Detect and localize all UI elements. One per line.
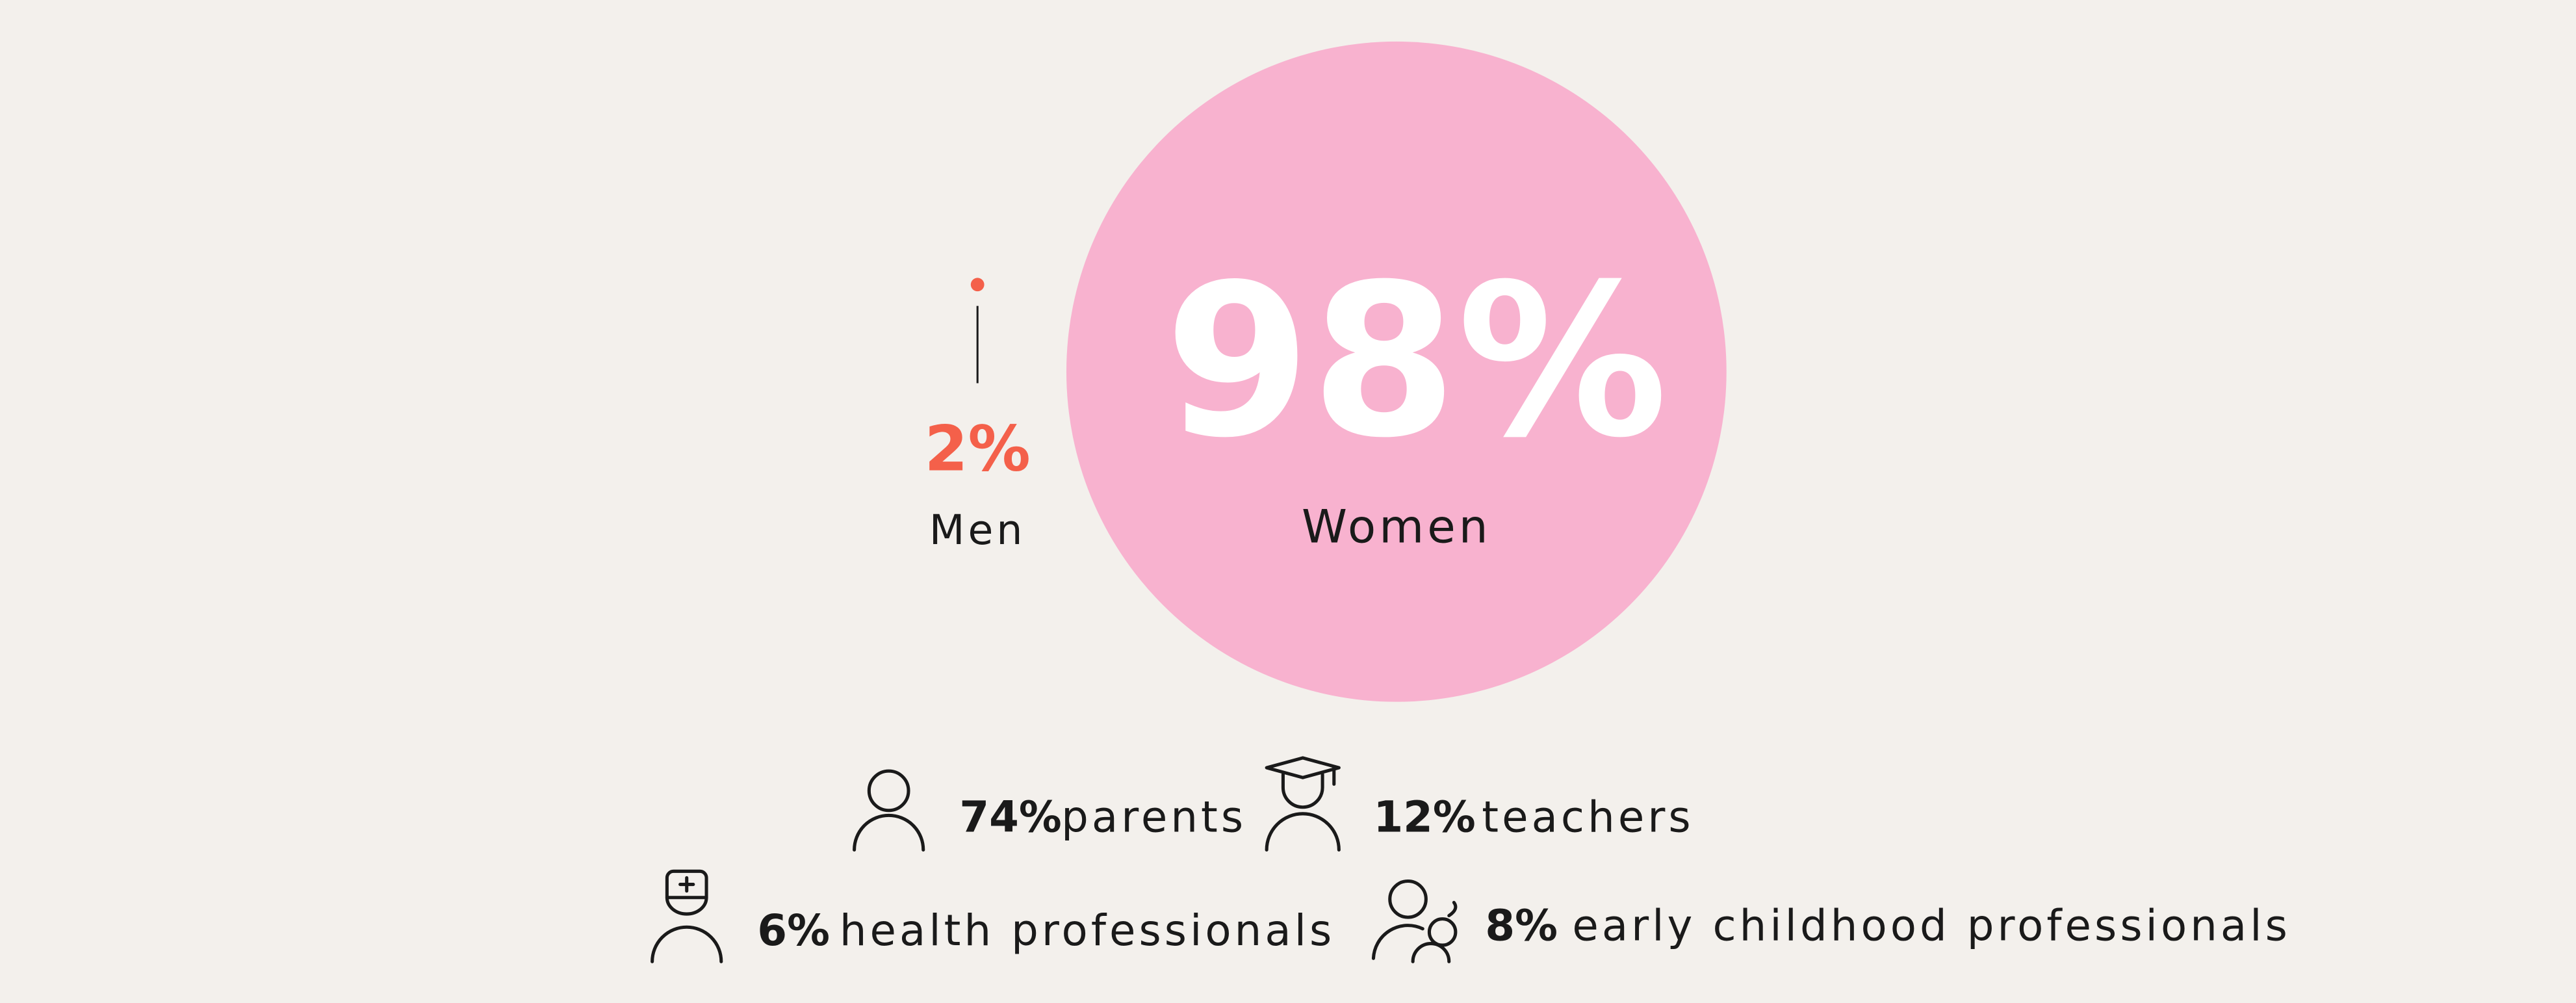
role-percent: 6% [757,906,830,956]
role-percent: 12% [1373,793,1475,842]
men-label: Men [929,506,1026,554]
role-label: parents [1061,793,1246,842]
role-label: early childhood professionals [1572,901,2291,950]
men-dot [970,278,985,292]
role-label: health professionals [840,906,1335,956]
women-value: 98% [1165,240,1668,484]
women-circle [1066,41,1727,702]
nurse-icon [650,869,723,963]
teacher-icon [1265,756,1341,852]
women-label: Women [1302,500,1491,554]
role-percent: 8% [1485,901,1558,950]
men-value: 2% [925,412,1031,485]
parent-icon [853,769,925,852]
childcare-icon [1371,879,1458,963]
role-label: teachers [1482,793,1694,842]
role-percent: 74% [959,793,1061,842]
